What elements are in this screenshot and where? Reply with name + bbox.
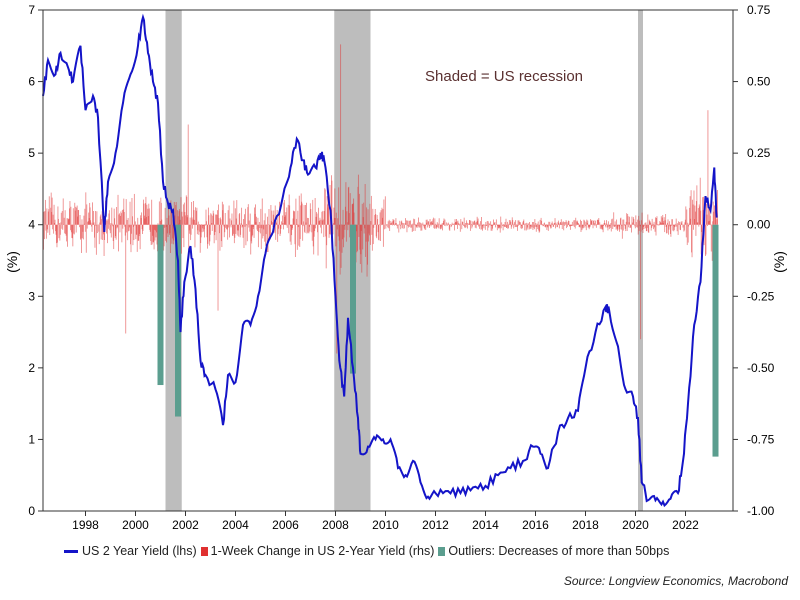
outlier-bar-2 — [350, 224, 356, 374]
legend-swatch-yield — [64, 549, 78, 553]
plot-frame — [42, 9, 734, 512]
legend-item-weekly-change: 1-Week Change in US 2-Year Yield (rhs) — [200, 544, 435, 558]
x-axis-ticks: 1998 2000 2002 2004 2006 2008 2010 2012 2014 2016… — [72, 511, 699, 532]
left-tick-label: 2 — [28, 361, 35, 375]
x-tick-label: 2002 — [172, 518, 199, 532]
left-tick-label: 7 — [28, 3, 35, 17]
legend-swatch-weekly-change — [200, 546, 208, 556]
x-tick-label: 2022 — [672, 518, 699, 532]
legend: US 2 Year Yield (lhs) 1-Week Change in U… — [64, 544, 673, 558]
x-tick-label: 2008 — [322, 518, 349, 532]
right-tick-label: 0.00 — [747, 218, 771, 232]
legend-label-outliers: Outliers: Decreases of more than 50bps — [448, 544, 670, 558]
left-tick-label: 5 — [28, 146, 35, 160]
x-tick-label: 2016 — [522, 518, 549, 532]
legend-item-yield: US 2 Year Yield (lhs) — [64, 544, 197, 558]
right-axis-label: (%) — [771, 251, 787, 273]
x-tick-label: 2014 — [472, 518, 499, 532]
x-tick-label: 2010 — [372, 518, 399, 532]
outlier-bar-0 — [157, 224, 164, 386]
x-tick-label: 2018 — [572, 518, 599, 532]
left-tick-label: 1 — [28, 432, 35, 446]
left-tick-label: 6 — [28, 75, 35, 89]
x-tick-label: 1998 — [72, 518, 99, 532]
right-axis-ticks: -1.00 -0.75 -0.50 -0.25 0.00 0.25 0.50 0.75 — [733, 3, 775, 518]
outlier-bars — [157, 224, 719, 457]
x-tick-label: 2020 — [622, 518, 649, 532]
left-tick-label: 0 — [28, 504, 35, 518]
legend-label-weekly-change: 1-Week Change in US 2-Year Yield (rhs) — [210, 544, 435, 558]
outlier-bar-3 — [712, 224, 719, 457]
source-note: Source: Longview Economics, Macrobond — [563, 574, 788, 588]
right-tick-label: 0.75 — [747, 3, 771, 17]
right-tick-label: -1.00 — [747, 504, 775, 518]
left-axis-label: (%) — [4, 251, 20, 273]
x-tick-label: 2000 — [122, 518, 149, 532]
right-tick-label: -0.75 — [747, 432, 775, 446]
left-axis-ticks: 0 1 2 3 4 5 6 7 — [28, 3, 43, 518]
yield-line — [42, 13, 718, 508]
left-tick-label: 3 — [28, 289, 35, 303]
right-tick-label: 0.25 — [747, 146, 771, 160]
legend-swatch-outliers — [438, 546, 446, 556]
weekly-change-bars — [43, 44, 718, 354]
right-tick-label: -0.25 — [747, 289, 775, 303]
right-tick-label: 0.50 — [747, 75, 771, 89]
outlier-bar-1 — [175, 224, 181, 417]
left-tick-label: 4 — [28, 218, 35, 232]
legend-label-yield: US 2 Year Yield (lhs) — [82, 544, 197, 558]
x-tick-label: 2012 — [422, 518, 449, 532]
legend-item-outliers: Outliers: Decreases of more than 50bps — [438, 544, 669, 558]
recession-annotation: Shaded = US recession — [425, 68, 583, 85]
x-tick-label: 2006 — [272, 518, 299, 532]
recession-shading — [165, 10, 643, 511]
right-tick-label: -0.50 — [747, 361, 775, 375]
x-tick-label: 2004 — [222, 518, 249, 532]
